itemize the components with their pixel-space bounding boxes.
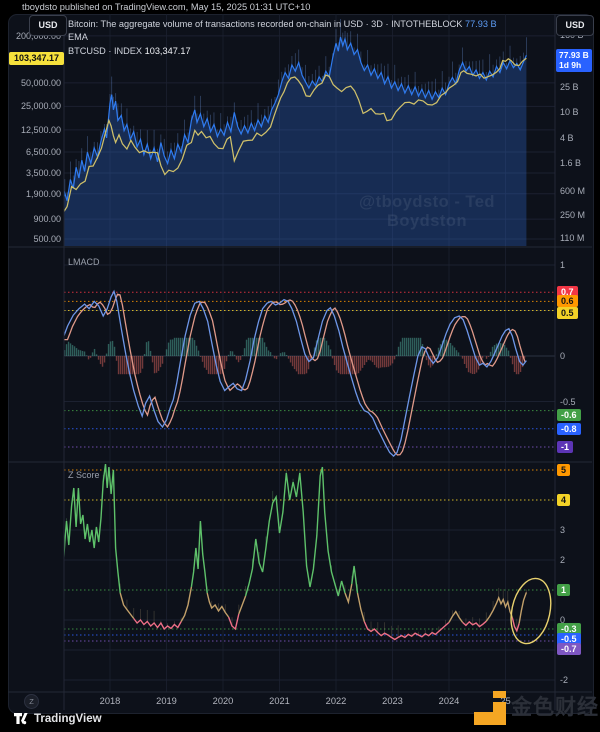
symbol-last-value: 103,347.17 [144, 45, 191, 56]
legend-row-title: Bitcoin: The aggregate volume of transac… [68, 18, 497, 31]
tradingview-attribution[interactable]: TradingView [14, 712, 102, 725]
publish-attribution: tboydsto published on TradingView.com, M… [22, 2, 311, 12]
legend-row-symbol: BTCUSD · INDEX 103,347.17 [68, 45, 497, 58]
volume-last-value: 77.93 B [464, 19, 497, 29]
highlight-ellipse-annotation [510, 577, 552, 645]
left-unit-button[interactable]: USD [29, 15, 67, 36]
legend-row-ema: EMA [68, 31, 497, 44]
golden-finance-watermark: 金色财经 [474, 691, 599, 725]
price-legend-title: Bitcoin: The aggregate volume of transac… [68, 19, 463, 29]
right-unit-button[interactable]: USD [556, 15, 594, 36]
timezone-button[interactable]: Z [24, 694, 39, 709]
price-pane-legend: Bitcoin: The aggregate volume of transac… [68, 18, 497, 58]
author-watermark: @tboydsto - Ted Boydston [358, 193, 496, 230]
ema-label: EMA [68, 32, 88, 43]
tradingview-logo-icon [14, 713, 28, 725]
lmacd-pane-label: LMACD [68, 257, 100, 267]
symbol-label: BTCUSD · INDEX [68, 45, 143, 56]
zscore-pane-label: Z Score [68, 470, 100, 480]
tradingview-brand-label: TradingView [34, 712, 102, 725]
golden-finance-label: 金色财经 [511, 696, 599, 719]
golden-finance-logo-icon [474, 691, 506, 725]
